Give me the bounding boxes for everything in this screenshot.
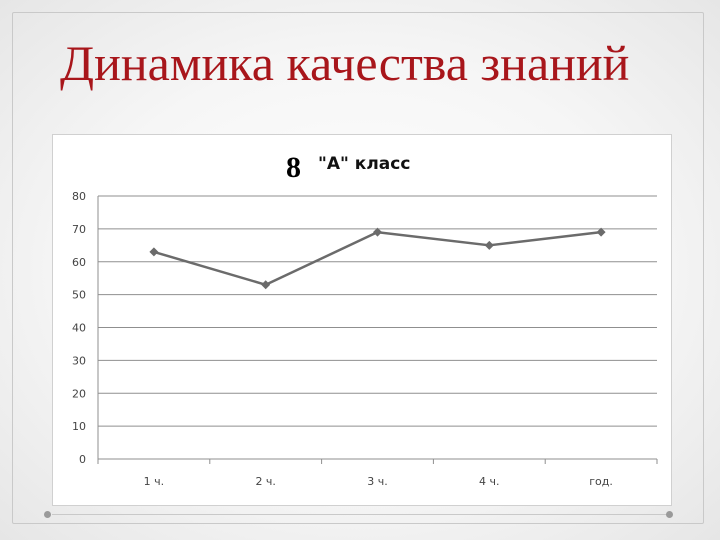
frame-bottom-line-left (52, 514, 362, 515)
slide-frame (12, 12, 704, 524)
x-tick-label: год. (589, 475, 613, 488)
x-tick-label: 2 ч. (255, 475, 276, 488)
y-tick-label: 60 (72, 256, 86, 269)
x-tick-label: 1 ч. (144, 475, 165, 488)
slide-title: Динамика качества знаний (60, 35, 630, 91)
data-point-marker (261, 280, 271, 290)
x-tick-label: 3 ч. (367, 475, 388, 488)
frame-bottom-line-right (362, 514, 672, 515)
y-tick-label: 50 (72, 289, 86, 302)
chart-title-text: "А" класс (318, 154, 411, 174)
chart-title-number: 8 (286, 151, 301, 184)
data-point-marker (484, 240, 494, 250)
data-point-marker (596, 227, 606, 237)
x-tick-label: 4 ч. (479, 475, 500, 488)
y-tick-label: 30 (72, 354, 86, 367)
y-tick-label: 10 (72, 420, 86, 433)
data-point-marker (149, 247, 159, 257)
data-point-marker (373, 227, 382, 237)
y-tick-label: 40 (72, 322, 86, 335)
series-line (153, 230, 602, 287)
y-tick-label: 0 (79, 453, 86, 466)
frame-corner-dot-right (666, 511, 673, 518)
y-tick-label: 20 (72, 387, 86, 400)
y-tick-label: 80 (72, 190, 86, 203)
y-tick-label: 70 (72, 223, 86, 236)
frame-corner-dot-left (44, 511, 51, 518)
